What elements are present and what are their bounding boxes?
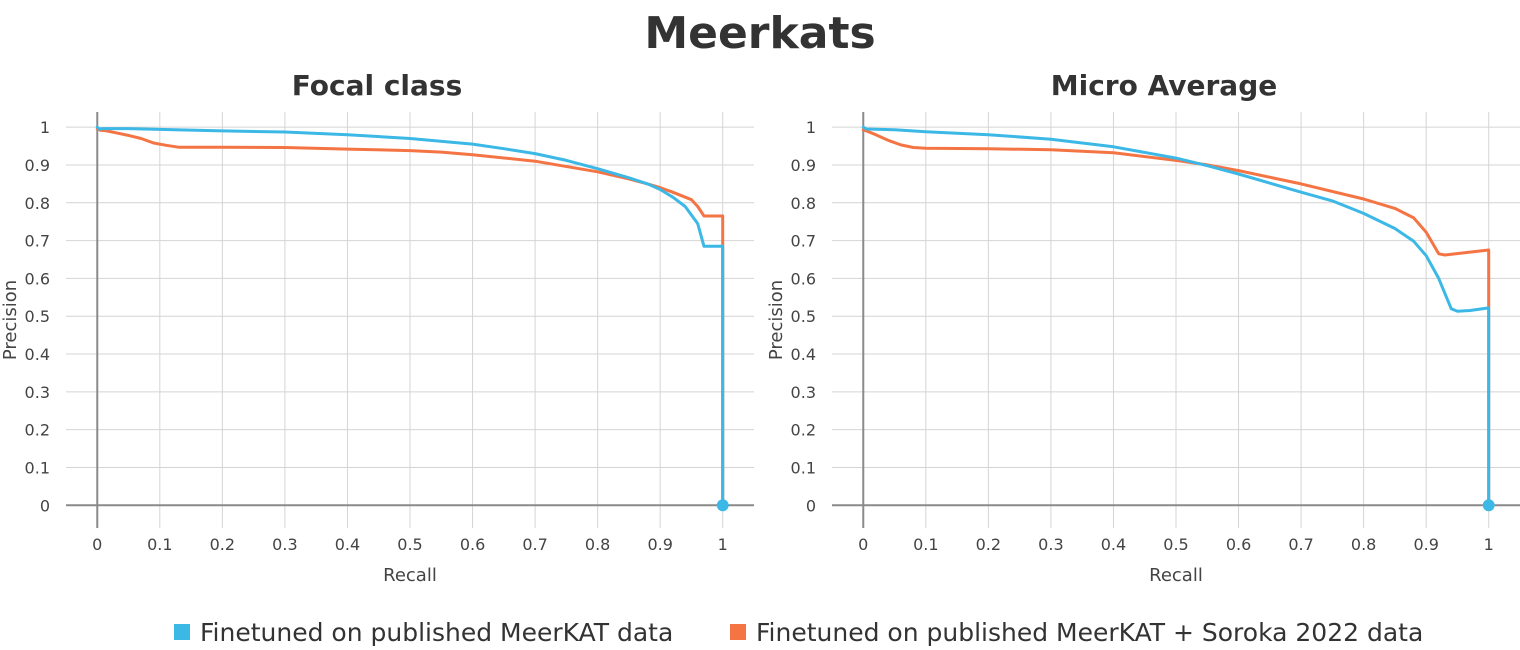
y-tick-label: 0.8: [791, 194, 816, 213]
y-tick-label: 0.9: [791, 156, 816, 175]
legend-swatch-0: [174, 624, 190, 640]
y-tick-label: 0.2: [791, 421, 816, 440]
chart-title: Focal class: [292, 69, 463, 102]
legend-item-1[interactable]: Finetuned on published MeerKAT + Soroka …: [730, 614, 1423, 650]
x-axis-label: Recall: [383, 565, 437, 586]
x-tick-label: 0.1: [147, 535, 172, 554]
x-tick-label: 0.9: [1413, 535, 1438, 554]
y-tick-label: 0.4: [25, 345, 50, 364]
y-tick-label: 1: [806, 118, 816, 137]
y-tick-label: 0.2: [25, 421, 50, 440]
x-tick-label: 0.2: [976, 535, 1001, 554]
x-tick-label: 0.6: [460, 535, 485, 554]
y-tick-label: 1: [40, 118, 50, 137]
x-tick-label: 0.8: [585, 535, 610, 554]
chart-title: Micro Average: [1051, 69, 1278, 102]
y-tick-label: 0.6: [791, 269, 816, 288]
x-tick-label: 0.4: [1101, 535, 1126, 554]
x-tick-label: 0.3: [272, 535, 297, 554]
chart-1: Micro Average 0 0.1 0.2 0.3 0.4 0.5 0.6 0.7 0.8 0.…: [766, 69, 1520, 586]
y-tick-label: 0: [40, 496, 50, 515]
x-tick-label: 0.1: [913, 535, 938, 554]
y-tick-label: 0.1: [791, 458, 816, 477]
x-tick-label: 0.7: [522, 535, 547, 554]
y-tick-label: 0.5: [25, 307, 50, 326]
y-tick-label: 0.3: [25, 383, 50, 402]
x-tick-label: 0.9: [647, 535, 672, 554]
x-tick-label: 0.6: [1226, 535, 1251, 554]
endpoint-marker: [1482, 499, 1495, 512]
y-tick-label: 0.8: [25, 194, 50, 213]
y-tick-label: 0.3: [791, 383, 816, 402]
endpoint-marker: [716, 499, 729, 512]
legend-item-0[interactable]: Finetuned on published MeerKAT data: [174, 614, 673, 650]
legend-label-1: Finetuned on published MeerKAT + Soroka …: [756, 617, 1424, 647]
x-tick-label: 1: [1484, 535, 1494, 554]
y-tick-label: 0: [806, 496, 816, 515]
series-line-0: [861, 125, 1491, 507]
x-tick-label: 0.3: [1038, 535, 1063, 554]
y-tick-label: 0.9: [25, 156, 50, 175]
legend-label-0: Finetuned on published MeerKAT data: [200, 617, 674, 647]
x-tick-label: 0.5: [1163, 535, 1188, 554]
series-line-0: [95, 125, 725, 507]
x-tick-label: 0.4: [335, 535, 360, 554]
y-tick-label: 0.4: [791, 345, 816, 364]
x-tick-label: 0.8: [1351, 535, 1376, 554]
x-axis-label: Recall: [1149, 565, 1203, 586]
legend-swatch-1: [730, 624, 746, 640]
x-tick-label: 0.2: [210, 535, 235, 554]
y-axis-label: Precision: [0, 280, 21, 360]
chart-0: Focal class 0 0.1 0.2 0.3 0.4 0.5 0.6 0.7 0.8 0.9 1…: [0, 69, 754, 586]
y-tick-label: 0.5: [791, 307, 816, 326]
y-tick-label: 0.7: [791, 232, 816, 251]
x-tick-label: 0: [858, 535, 868, 554]
y-tick-label: 0.7: [25, 232, 50, 251]
x-tick-label: 0.7: [1288, 535, 1313, 554]
y-tick-label: 0.1: [25, 458, 50, 477]
series-line-1: [95, 127, 725, 507]
main-title: Meerkats: [644, 8, 876, 59]
y-axis-label: Precision: [766, 280, 787, 360]
x-tick-label: 1: [718, 535, 728, 554]
x-tick-label: 0.5: [397, 535, 422, 554]
y-tick-label: 0.6: [25, 269, 50, 288]
x-tick-label: 0: [92, 535, 102, 554]
